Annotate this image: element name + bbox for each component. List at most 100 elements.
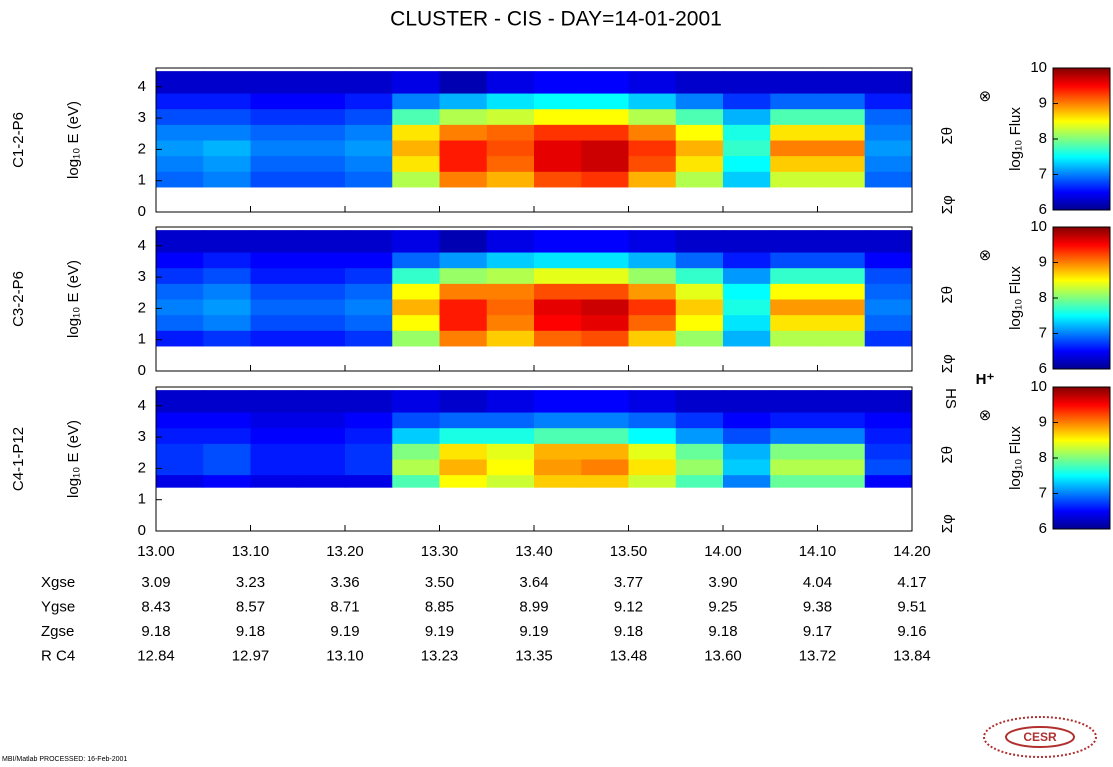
heatmap-cell — [439, 427, 488, 444]
heatmap-cell — [581, 474, 629, 488]
heatmap-cell — [345, 155, 393, 172]
y-tick-label: 3 — [138, 109, 146, 126]
heatmap-cell — [250, 412, 299, 429]
heatmap-cell — [534, 412, 582, 429]
heatmap-cell — [486, 93, 535, 110]
heatmap-cell — [392, 283, 440, 300]
heatmap-cell — [250, 330, 299, 347]
heatmap-cell — [203, 443, 251, 460]
heatmap-cell — [250, 93, 299, 110]
y-tick-label: 2 — [138, 140, 146, 157]
heatmap-cell — [439, 267, 488, 284]
heatmap-cell — [581, 443, 629, 460]
heatmap-cell — [156, 314, 204, 331]
heatmap-cell — [770, 390, 818, 413]
heatmap-cell — [345, 459, 393, 476]
heatmap-cell — [628, 93, 677, 110]
heatmap-cell — [864, 71, 913, 94]
heatmap-cell — [864, 459, 913, 476]
heatmap-cell — [203, 427, 251, 444]
colorbar-tick-label: 9 — [1039, 253, 1047, 270]
heatmap-cell — [864, 155, 913, 172]
heatmap-cell — [628, 427, 677, 444]
heatmap-cell — [817, 124, 866, 141]
heatmap-cell — [486, 390, 535, 413]
heatmap-cell — [250, 267, 299, 284]
panel-label: C1-2-P6 — [10, 112, 27, 168]
heatmap-cell — [534, 390, 582, 413]
heatmap-cell — [486, 412, 535, 429]
heatmap-cell — [439, 93, 488, 110]
heatmap-cell — [864, 412, 913, 429]
heatmap-cell — [770, 299, 818, 316]
panel-marker: H⁺ — [976, 371, 995, 388]
heatmap-cell — [392, 93, 440, 110]
heatmap-cell — [156, 443, 204, 460]
colorbar-tick-label: 8 — [1039, 289, 1047, 306]
heatmap-cell — [628, 267, 677, 284]
panel-marker: ⊗ — [979, 407, 992, 424]
ephemeris-value: 13.48 — [610, 647, 648, 664]
heatmap-cell — [203, 299, 251, 316]
heatmap-cell — [250, 71, 299, 94]
heatmap-cell — [534, 155, 582, 172]
heatmap-cell — [486, 427, 535, 444]
heatmap-cell — [439, 108, 488, 125]
heatmap-cell — [581, 314, 629, 331]
heatmap-cell — [250, 443, 299, 460]
heatmap-cell — [675, 124, 724, 141]
heatmap-cell — [250, 171, 299, 188]
ephemeris-value: 4.04 — [803, 574, 832, 591]
heatmap-cell — [675, 390, 724, 413]
colorbar-tick-label: 10 — [1030, 59, 1047, 76]
heatmap-cell — [817, 314, 866, 331]
heatmap-cell — [817, 390, 866, 413]
colorbar-tick-label: 8 — [1039, 449, 1047, 466]
heatmap-cell — [723, 155, 771, 172]
heatmap-cell — [864, 93, 913, 110]
heatmap-cell — [297, 390, 346, 413]
heatmap-cell — [864, 267, 913, 284]
heatmap-cell — [628, 459, 677, 476]
heatmap-cell — [864, 314, 913, 331]
heatmap-cell — [864, 108, 913, 125]
heatmap-cell — [345, 71, 393, 94]
heatmap-cell — [723, 459, 771, 476]
heatmap-cell — [723, 108, 771, 125]
y-tick-label: 4 — [138, 237, 146, 254]
heatmap-cell — [581, 390, 629, 413]
ephemeris-value: 9.19 — [330, 623, 359, 640]
heatmap-cell — [581, 283, 629, 300]
panel-marker: HS — [942, 388, 959, 409]
heatmap-cell — [439, 443, 488, 460]
heatmap-cell — [628, 108, 677, 125]
heatmap-cell — [156, 230, 204, 253]
heatmap-cell — [203, 314, 251, 331]
colorbar-tick-label: 7 — [1039, 324, 1047, 341]
heatmap-cell — [486, 459, 535, 476]
heatmap-cell — [203, 283, 251, 300]
heatmap-cell — [439, 140, 488, 157]
heatmap-cell — [486, 230, 535, 253]
heatmap-cell — [628, 155, 677, 172]
colorbar-tick-label: 10 — [1030, 378, 1047, 395]
heatmap-cell — [156, 267, 204, 284]
heatmap-cell — [864, 171, 913, 188]
heatmap-cell — [297, 140, 346, 157]
heatmap-cell — [534, 124, 582, 141]
heatmap-cell — [156, 171, 204, 188]
ephemeris-value: 8.57 — [236, 598, 265, 615]
heatmap-cell — [534, 283, 582, 300]
heatmap-cell — [345, 330, 393, 347]
heatmap-cell — [203, 252, 251, 269]
heatmap-cell — [581, 230, 629, 253]
heatmap-cell — [439, 474, 488, 488]
heatmap-cell — [439, 124, 488, 141]
ephemeris-label: Zgse — [41, 623, 74, 640]
heatmap-cell — [345, 108, 393, 125]
heatmap-cell — [486, 267, 535, 284]
heatmap-cell — [581, 412, 629, 429]
heatmap-cell — [297, 71, 346, 94]
heatmap-cell — [297, 230, 346, 253]
